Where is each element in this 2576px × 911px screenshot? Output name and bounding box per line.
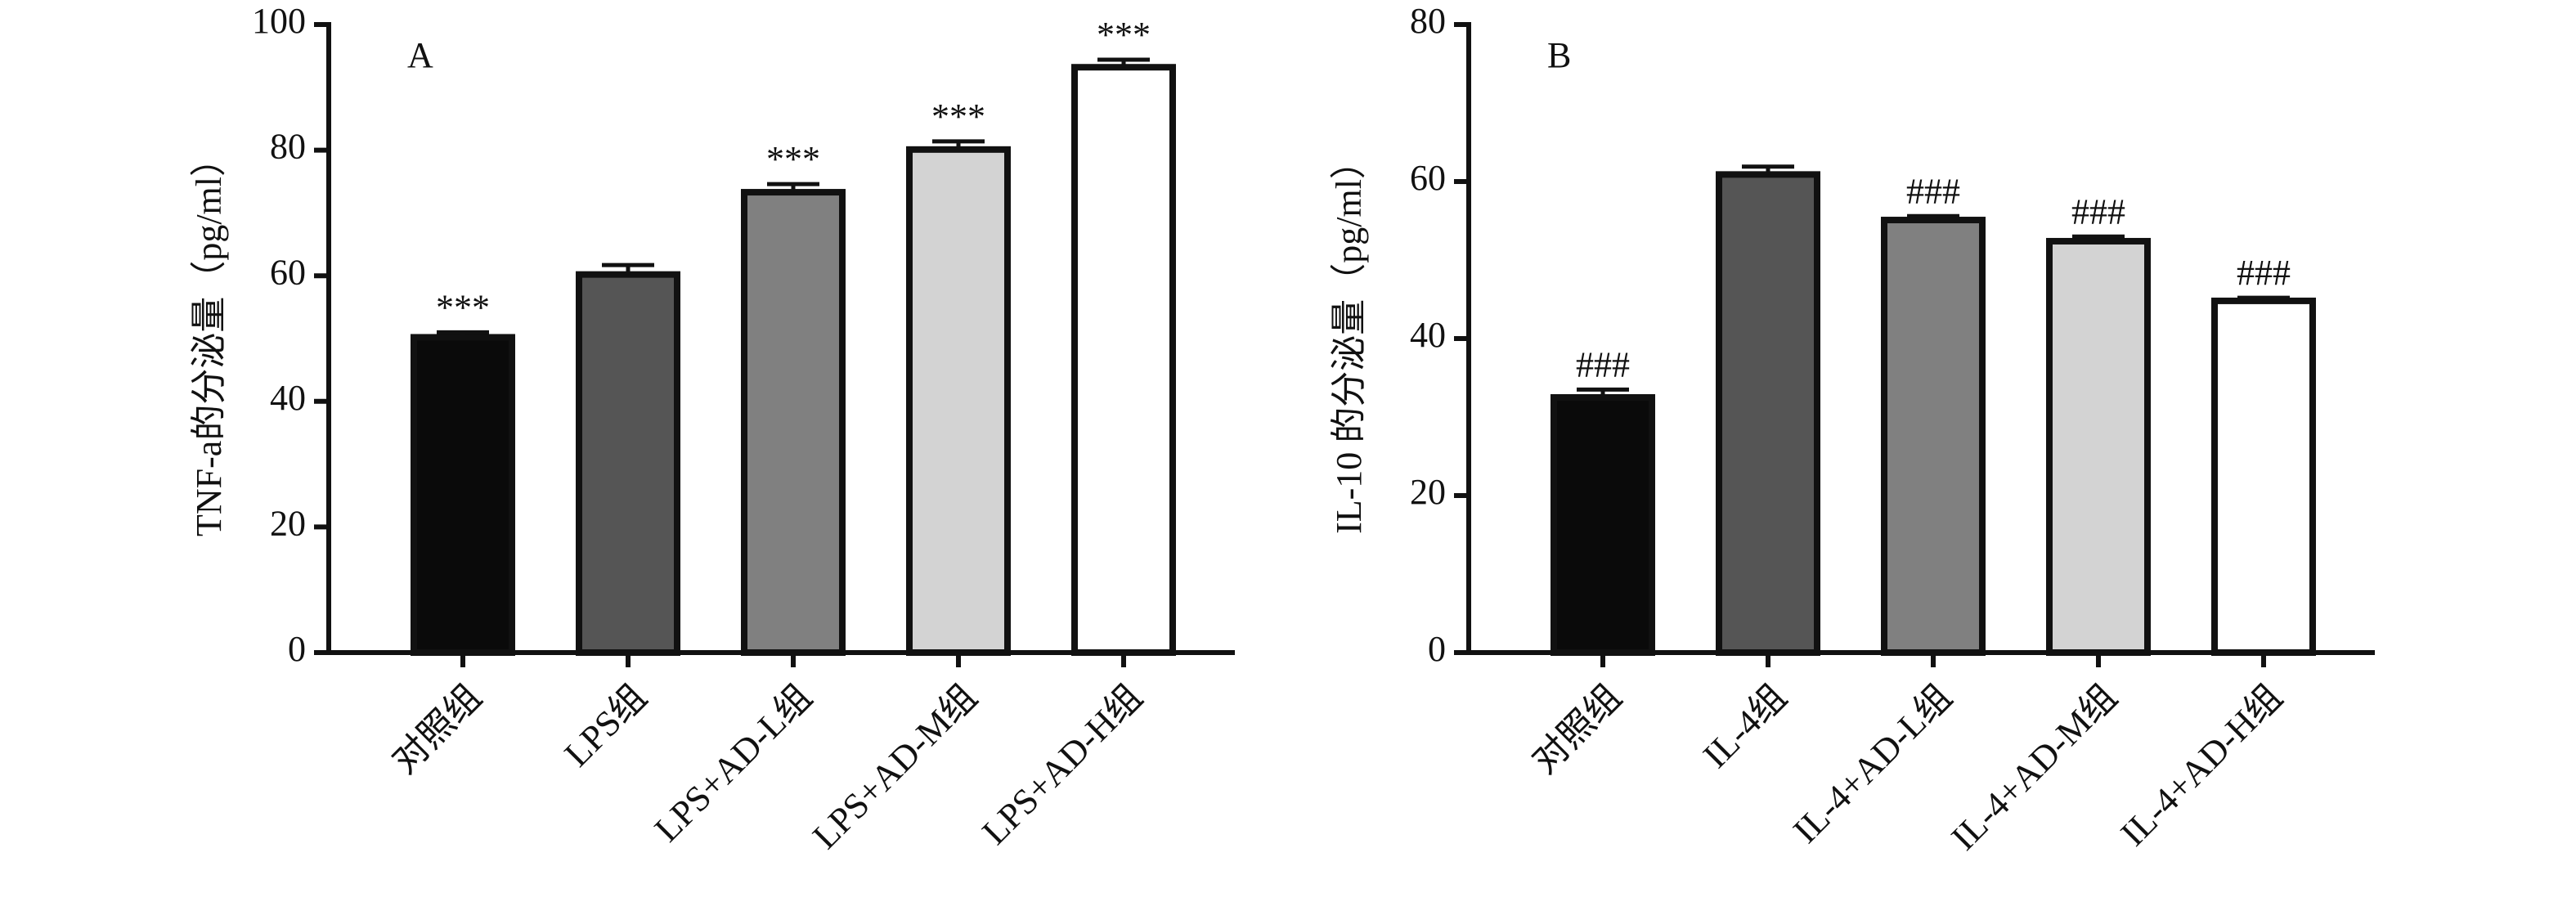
error-bar: [2072, 234, 2125, 241]
significance-label: ###: [2237, 253, 2291, 293]
error-bar: [1742, 164, 1794, 175]
error-bar: [2237, 295, 2290, 301]
y-tick-label: 20: [270, 503, 306, 543]
y-axis-title: IL-10 的分泌量（pg/ml）: [1329, 143, 1369, 534]
y-tick-label: 80: [1410, 1, 1446, 41]
x-tick-label: 对照组: [1524, 677, 1629, 782]
bar: [741, 189, 846, 656]
x-tick-label: IL-4+AD-H组: [2113, 677, 2290, 854]
x-tick-label: IL-4组: [1695, 677, 1794, 776]
significance-label: ***: [931, 96, 985, 137]
bar: [1551, 394, 1655, 656]
significance-label: ***: [766, 139, 820, 179]
x-tick-label: LPS+AD-M组: [805, 677, 985, 857]
bar: [1716, 171, 1820, 657]
x-tick-label: LPS+AD-L组: [647, 677, 819, 850]
y-tick-label: 20: [1410, 472, 1446, 512]
significance-label: ###: [2071, 191, 2125, 231]
x-tick-label: 对照组: [384, 677, 489, 782]
significance-label: ***: [436, 287, 490, 327]
error-bar: [1907, 213, 1959, 221]
y-tick-label: 0: [288, 629, 306, 669]
bar: [906, 146, 1011, 657]
y-tick-label: 80: [270, 127, 306, 167]
y-tick-label: 60: [1410, 158, 1446, 198]
y-tick-label: 60: [270, 252, 306, 292]
bar: [576, 271, 680, 656]
y-tick-label: 0: [1428, 629, 1446, 669]
y-tick-label: 40: [1410, 315, 1446, 355]
bar: [2046, 237, 2151, 656]
bar: [1881, 217, 1986, 657]
x-tick-label: IL-4+AD-M组: [1944, 677, 2125, 859]
y-axis-title: TNF-a的分泌量（pg/ml）: [189, 141, 229, 536]
panel-label: A: [407, 35, 433, 75]
significance-label: ***: [1097, 15, 1151, 55]
error-bar: [932, 139, 985, 150]
error-bar: [602, 263, 654, 275]
error-bar: [437, 330, 489, 338]
x-tick-label: LPS组: [557, 677, 654, 774]
error-bar: [767, 182, 819, 193]
x-tick-label: IL-4+AD-L组: [1785, 677, 1959, 851]
bar: [1071, 64, 1176, 656]
error-bar: [1097, 57, 1150, 68]
bar: [411, 334, 515, 656]
panel-label: B: [1547, 35, 1571, 75]
significance-label: ###: [1906, 171, 1960, 211]
significance-label: ###: [1576, 344, 1630, 384]
error-bar: [1577, 387, 1629, 397]
y-tick-label: 40: [270, 378, 306, 418]
y-tick-label: 100: [252, 1, 306, 41]
x-tick-label: LPS+AD-H组: [975, 677, 1151, 853]
bar: [2211, 297, 2316, 656]
